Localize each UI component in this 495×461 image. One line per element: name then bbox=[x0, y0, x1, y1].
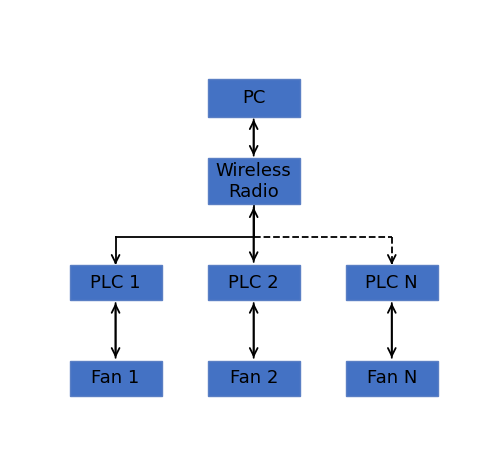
Text: Fan N: Fan N bbox=[367, 369, 417, 387]
Text: Fan 2: Fan 2 bbox=[230, 369, 278, 387]
Text: PLC 2: PLC 2 bbox=[228, 273, 279, 291]
FancyBboxPatch shape bbox=[208, 158, 299, 204]
FancyBboxPatch shape bbox=[208, 265, 299, 300]
FancyBboxPatch shape bbox=[208, 361, 299, 396]
FancyBboxPatch shape bbox=[346, 361, 438, 396]
FancyBboxPatch shape bbox=[346, 265, 438, 300]
FancyBboxPatch shape bbox=[69, 361, 161, 396]
Text: Wireless
Radio: Wireless Radio bbox=[216, 162, 292, 201]
Text: PLC 1: PLC 1 bbox=[90, 273, 141, 291]
FancyBboxPatch shape bbox=[208, 79, 299, 117]
Text: Fan 1: Fan 1 bbox=[92, 369, 140, 387]
Text: PC: PC bbox=[242, 89, 265, 107]
FancyBboxPatch shape bbox=[69, 265, 161, 300]
Text: PLC N: PLC N bbox=[365, 273, 418, 291]
